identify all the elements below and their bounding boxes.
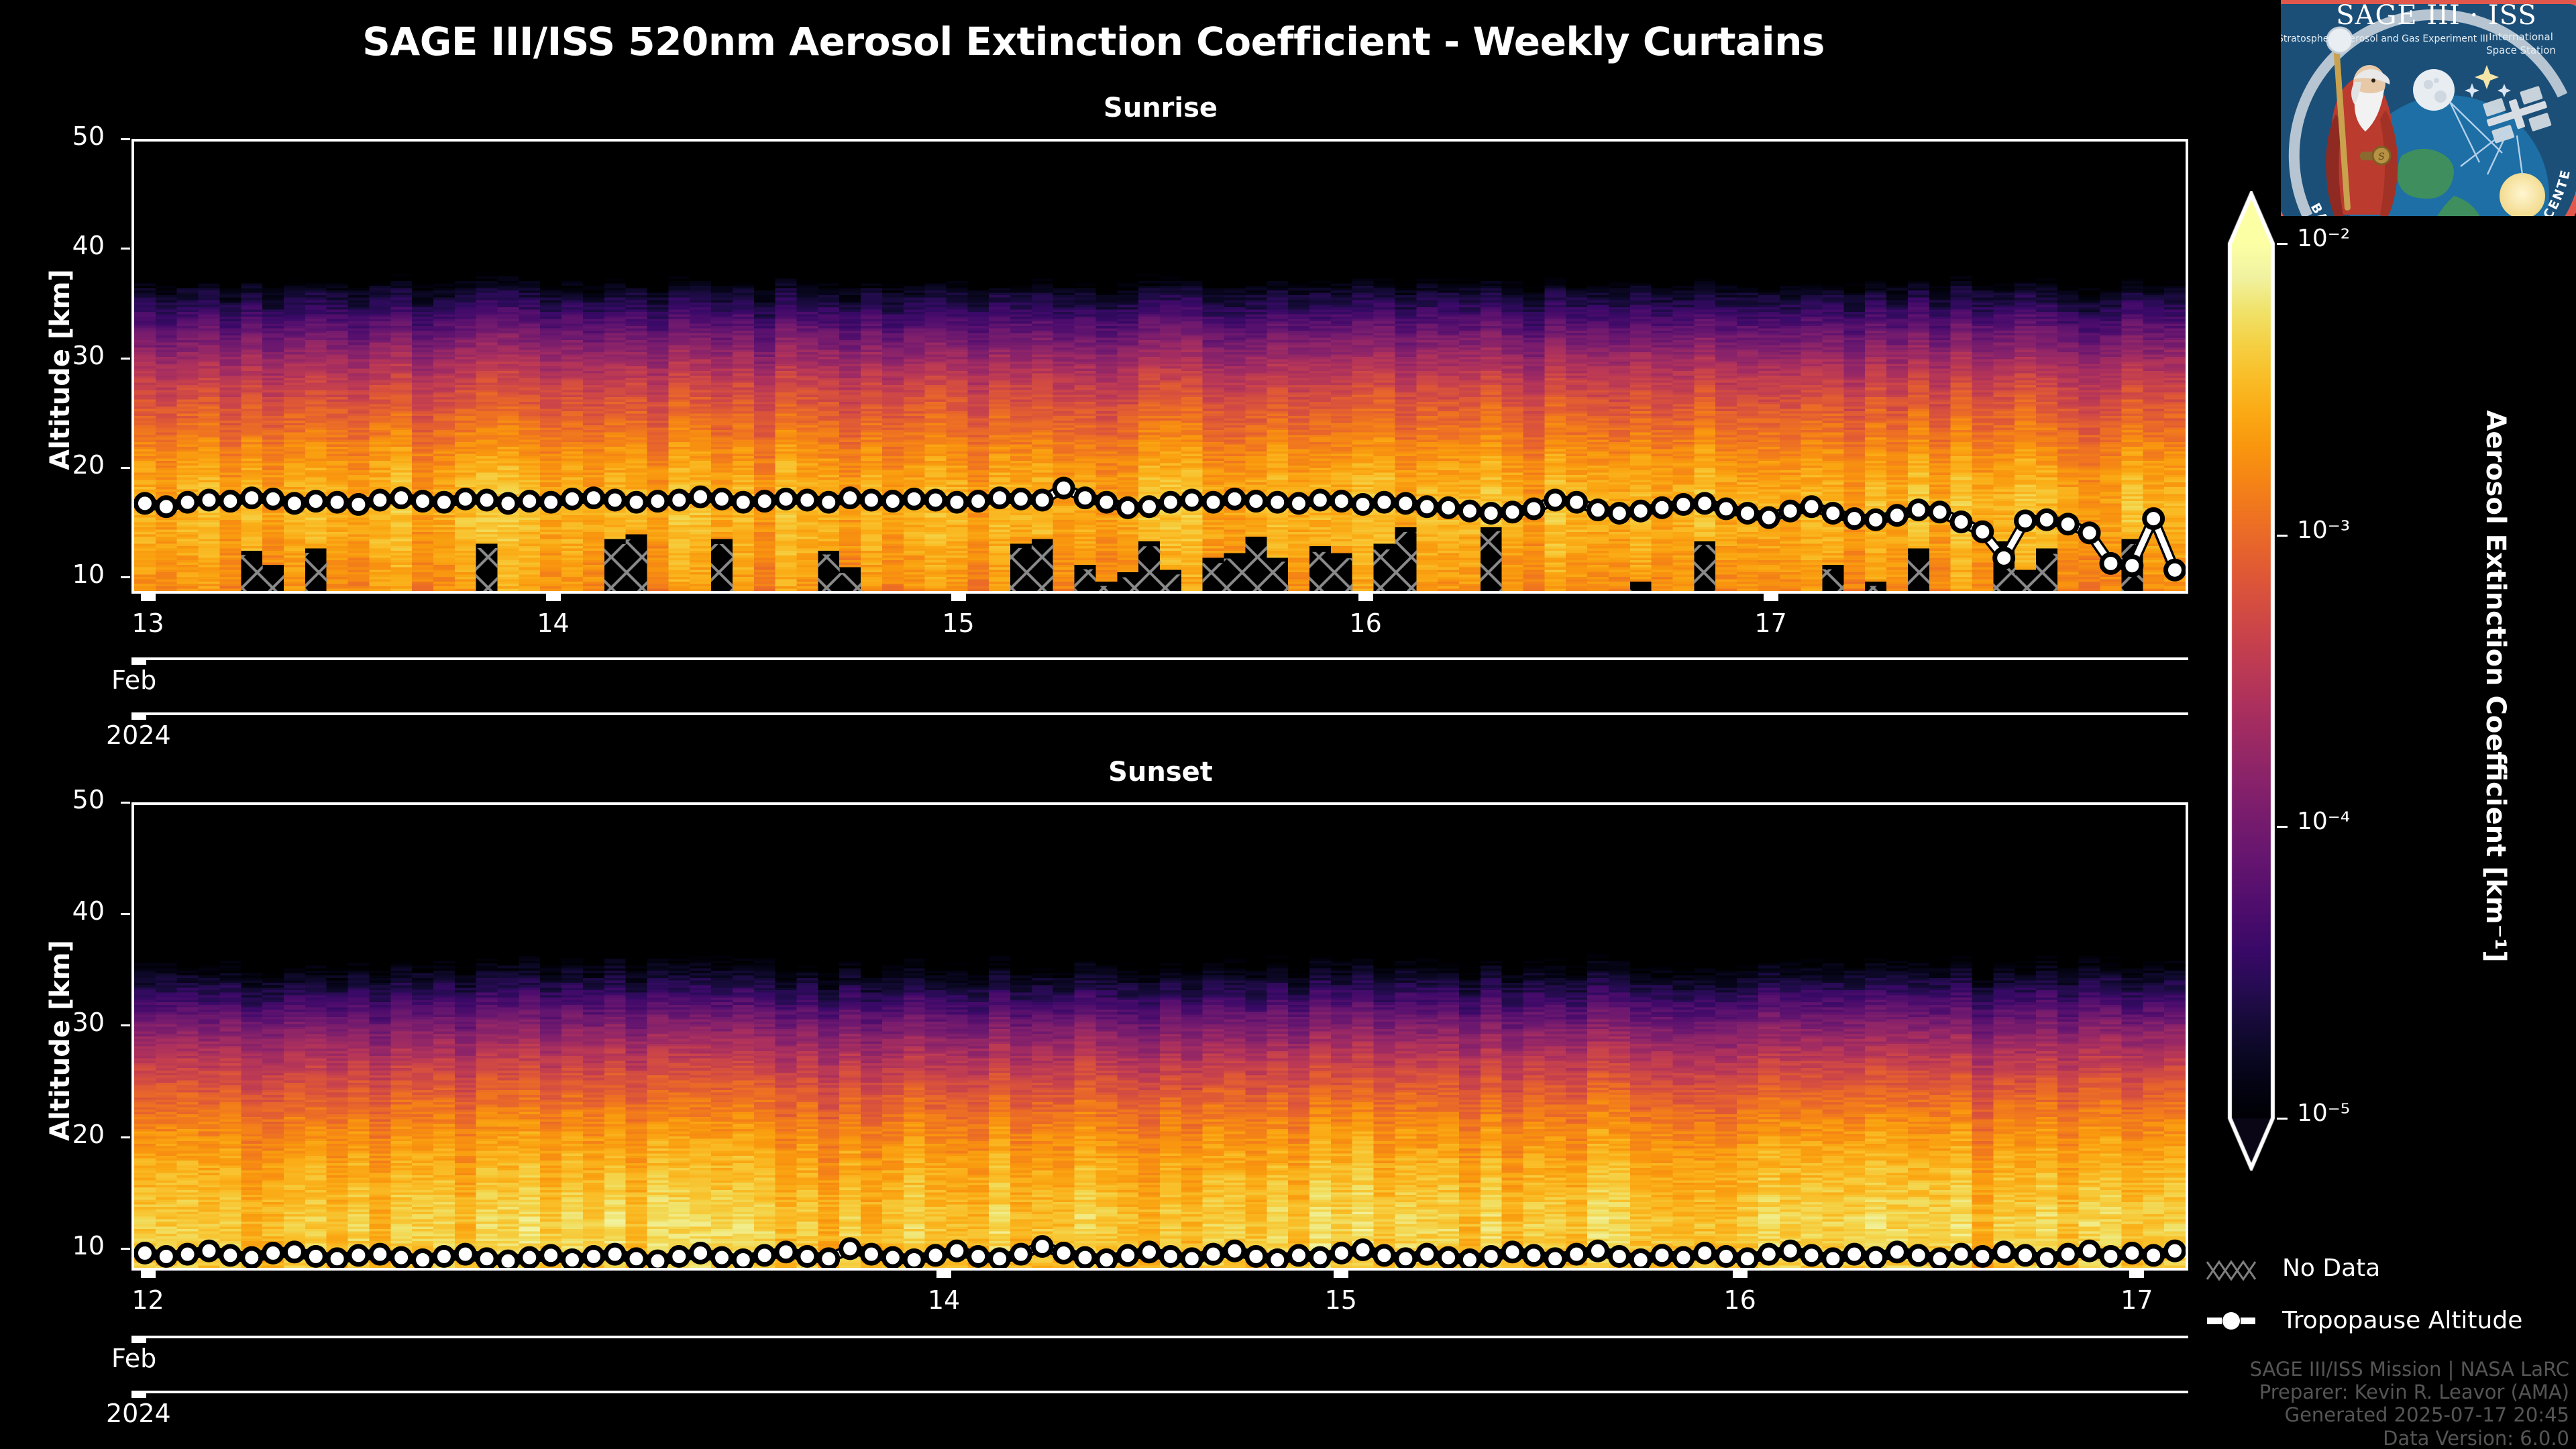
svg-text:S: S xyxy=(2378,152,2385,162)
sunset-xtickmark-14 xyxy=(936,1271,952,1278)
sunset-year-label: 2024 xyxy=(106,1399,171,1428)
sunset-xtickmark-16 xyxy=(1732,1271,1748,1278)
sunrise-xtickmark-13 xyxy=(140,594,156,601)
svg-text:International: International xyxy=(2489,31,2553,43)
sunrise-plot-axes[interactable] xyxy=(131,139,2188,594)
colorbar-tickmark-3 xyxy=(2277,1118,2288,1120)
sunset-ytickmark-10 xyxy=(121,1247,130,1250)
sunset-xtick-16: 16 xyxy=(1723,1285,1756,1315)
sunset-ytick-50: 50 xyxy=(72,785,105,814)
sunrise-xtick-17: 17 xyxy=(1754,608,1787,638)
page-title: SAGE III/ISS 520nm Aerosol Extinction Co… xyxy=(362,19,1825,64)
sunset-year-tick xyxy=(131,1391,146,1398)
panel-title-sunset: Sunset xyxy=(1108,757,1213,788)
sunset-y-axis-label: Altitude [km] xyxy=(45,940,76,1141)
colorbar-tickmark-0 xyxy=(2277,243,2288,245)
sunset-ytickmark-50 xyxy=(121,802,130,804)
tropopause-line-marker-icon xyxy=(2206,1307,2265,1334)
colorbar-tick-label-3: 10⁻⁵ xyxy=(2297,1099,2351,1127)
sunrise-ytickmark-10 xyxy=(121,576,130,579)
sunset-ytickmark-30 xyxy=(121,1024,130,1027)
sunset-month-label: Feb xyxy=(111,1344,157,1373)
sunset-ytickmark-20 xyxy=(121,1136,130,1138)
sunrise-ytick-40: 40 xyxy=(72,231,105,261)
sunset-month-tick xyxy=(131,1336,146,1343)
legend-item-no-data[interactable]: No Data xyxy=(2206,1254,2380,1282)
colorbar-tick-label-1: 10⁻³ xyxy=(2297,516,2351,544)
colorbar-tick-label-2: 10⁻⁴ xyxy=(2297,808,2351,836)
sunrise-ytickmark-40 xyxy=(121,248,130,250)
sunset-ytick-10: 10 xyxy=(72,1230,105,1260)
sunrise-month-level-line xyxy=(131,657,2188,660)
sunrise-xtick-15: 15 xyxy=(942,608,975,638)
sunrise-xtick-13: 13 xyxy=(131,608,164,638)
panel-title-sunrise: Sunrise xyxy=(1103,93,1218,123)
sunrise-xtick-14: 14 xyxy=(537,608,570,638)
footer-line-generated: Generated 2025-07-17 20:45 xyxy=(2284,1403,2569,1427)
sunset-ytick-40: 40 xyxy=(72,896,105,926)
colorbar-tickmark-2 xyxy=(2277,826,2288,828)
sunrise-ytick-10: 10 xyxy=(72,559,105,590)
colorbar-label: Aerosol Extinction Coefficient [km⁻¹] xyxy=(2480,410,2511,963)
sunrise-xtickmark-17 xyxy=(1763,594,1778,601)
sage-iii-iss-logo: S BALL · NASA LANGLEY RESEARCH CENTER · … xyxy=(2263,0,2576,274)
sunset-heatmap xyxy=(134,805,2186,1268)
no-data-hatch-icon xyxy=(2206,1255,2265,1282)
colorbar-tickmark-1 xyxy=(2277,534,2288,537)
sunrise-ytick-50: 50 xyxy=(72,121,105,151)
footer-line-version: Data Version: 6.0.0 xyxy=(2383,1426,2569,1449)
sunrise-xtickmark-16 xyxy=(1358,594,1373,601)
sunset-plot-axes[interactable] xyxy=(131,802,2188,1271)
sunrise-ytickmark-50 xyxy=(121,138,130,140)
sunset-year-level-line xyxy=(131,1391,2188,1393)
sunrise-ytick-20: 20 xyxy=(72,450,105,480)
legend-label-no-data: No Data xyxy=(2282,1254,2381,1282)
sunrise-ytickmark-20 xyxy=(121,467,130,470)
footer-line-preparer: Preparer: Kevin R. Leavor (AMA) xyxy=(2259,1381,2569,1404)
sunrise-xtick-16: 16 xyxy=(1349,608,1382,638)
sunrise-tropopause-overlay xyxy=(134,476,2186,591)
sunset-xtickmark-15 xyxy=(1333,1271,1348,1278)
colorbar[interactable] xyxy=(2226,191,2277,1171)
svg-text:Space Station: Space Station xyxy=(2486,44,2556,56)
sunrise-month-label: Feb xyxy=(111,665,157,695)
sunrise-year-level-line xyxy=(131,712,2188,715)
sunrise-year-label: 2024 xyxy=(106,720,171,750)
sunset-ytickmark-40 xyxy=(121,913,130,916)
sunset-ytick-30: 30 xyxy=(72,1008,105,1038)
svg-text:Stratospheric Aerosol and Gas: Stratospheric Aerosol and Gas Experiment… xyxy=(2281,34,2488,44)
sunrise-ytickmark-30 xyxy=(121,357,130,360)
legend-label-tropopause: Tropopause Altitude xyxy=(2282,1307,2523,1334)
sunrise-xtickmark-14 xyxy=(545,594,561,601)
sunrise-month-tick xyxy=(131,657,146,665)
sunset-xtickmark-17 xyxy=(2129,1271,2145,1278)
footer-credits: SAGE III/ISS Mission | NASA LaRC Prepare… xyxy=(1898,1358,2569,1449)
sunset-xtick-17: 17 xyxy=(2121,1285,2153,1315)
colorbar-tick-label-0: 10⁻² xyxy=(2297,225,2351,252)
footer-line-mission: SAGE III/ISS Mission | NASA LaRC xyxy=(2249,1358,2569,1381)
sunrise-xtickmark-15 xyxy=(951,594,966,601)
sunrise-ytick-30: 30 xyxy=(72,340,105,370)
sunset-xtick-14: 14 xyxy=(927,1285,961,1315)
sunrise-year-tick xyxy=(131,712,146,720)
sunset-tropopause-overlay xyxy=(134,1235,2186,1268)
sunset-xtick-15: 15 xyxy=(1324,1285,1357,1315)
sunset-ytick-20: 20 xyxy=(72,1119,105,1149)
sunset-xtickmark-12 xyxy=(140,1271,156,1278)
sunset-xtick-12: 12 xyxy=(131,1285,164,1315)
legend-item-tropopause[interactable]: Tropopause Altitude xyxy=(2206,1307,2522,1334)
svg-text:SAGE III · ISS: SAGE III · ISS xyxy=(2336,0,2537,31)
sunset-month-level-line xyxy=(131,1336,2188,1338)
